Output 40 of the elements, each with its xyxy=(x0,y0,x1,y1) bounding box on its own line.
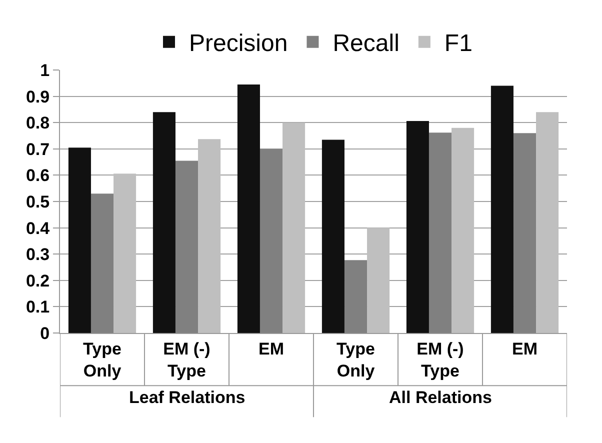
x-tick-label: Type Only xyxy=(83,339,122,380)
legend-label: F1 xyxy=(444,30,472,58)
bar xyxy=(344,260,368,333)
text: Leaf Relations xyxy=(129,388,246,407)
bar xyxy=(490,86,514,333)
x-tick-label: Type Only xyxy=(336,339,376,380)
bar xyxy=(175,160,198,333)
bar xyxy=(367,228,390,333)
y-tick-label: 0.2 xyxy=(26,271,50,290)
x-tick-label: EM (-) Type xyxy=(163,339,210,380)
bar xyxy=(406,121,429,333)
y-tick-label: 0.6 xyxy=(26,166,50,186)
y-tick-label: 1 xyxy=(40,60,50,80)
y-tick-label: 0.4 xyxy=(26,218,50,238)
x-tick-label: EM (-) Type xyxy=(416,339,464,380)
bar xyxy=(513,133,536,333)
bar xyxy=(114,174,136,333)
bar xyxy=(428,132,452,333)
text: All Relations xyxy=(389,388,492,407)
y-tick-label: 0.8 xyxy=(26,114,50,133)
bar xyxy=(237,84,260,333)
bar xyxy=(90,194,114,333)
y-tick-label: 0 xyxy=(40,324,50,343)
legend-label: Precision xyxy=(189,30,288,58)
bar xyxy=(152,112,176,333)
bar xyxy=(282,122,306,333)
bar xyxy=(260,148,283,333)
legend-label: Recall xyxy=(332,30,400,58)
y-tick-label: 0.9 xyxy=(26,87,50,106)
bar xyxy=(198,139,221,333)
bar xyxy=(452,128,474,333)
y-tick-label: 0.3 xyxy=(26,245,50,264)
y-tick-label: 0.5 xyxy=(26,192,50,212)
bar xyxy=(322,140,344,333)
y-tick-label: 0.1 xyxy=(26,298,50,317)
bar xyxy=(68,148,91,333)
x-tick-label: EM xyxy=(258,339,284,358)
y-tick-label: 0.7 xyxy=(26,140,50,159)
bar xyxy=(536,112,559,333)
x-tick-label: EM xyxy=(512,339,538,358)
